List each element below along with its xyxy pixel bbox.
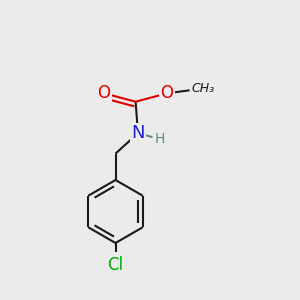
Text: CH₃: CH₃ [191, 82, 214, 95]
Text: N: N [131, 124, 145, 142]
Text: O: O [160, 84, 174, 102]
Text: H: H [154, 132, 165, 146]
Text: O: O [98, 84, 111, 102]
Text: Cl: Cl [107, 256, 124, 274]
